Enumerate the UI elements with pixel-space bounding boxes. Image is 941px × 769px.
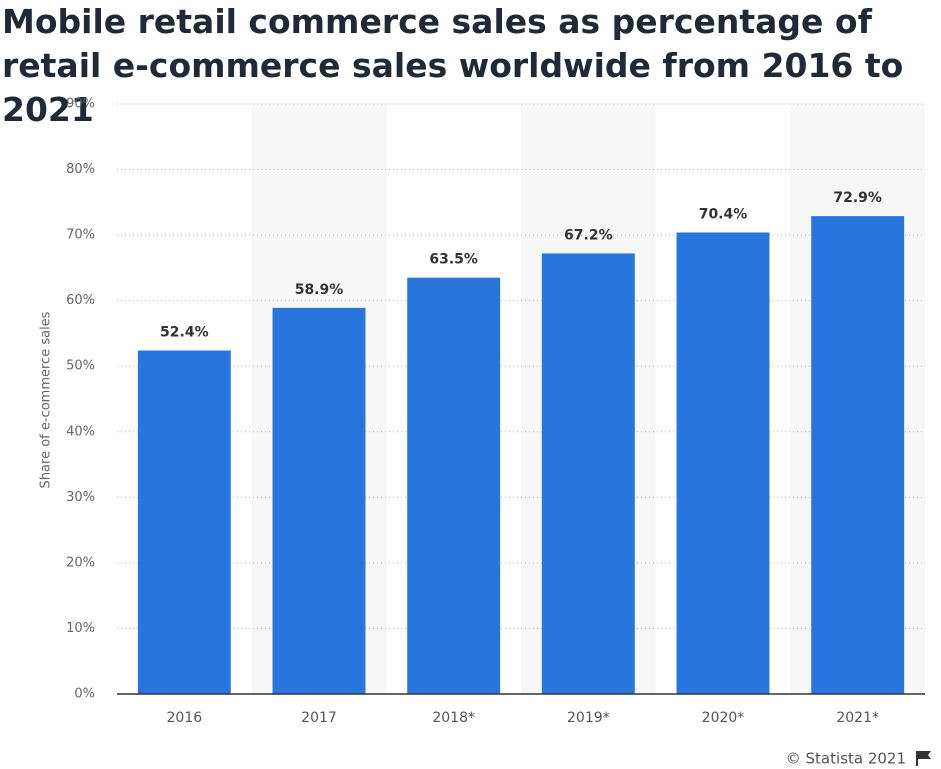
x-tick-label: 2016 bbox=[167, 710, 203, 726]
bar bbox=[137, 350, 231, 694]
y-tick-label: 50% bbox=[66, 359, 95, 374]
value-label: 70.4% bbox=[699, 206, 748, 222]
y-tick-label: 30% bbox=[66, 490, 95, 505]
value-label: 72.9% bbox=[833, 190, 882, 206]
flag-icon bbox=[916, 751, 931, 766]
y-tick-label: 0% bbox=[74, 687, 95, 702]
value-label: 58.9% bbox=[295, 282, 344, 298]
y-tick-label: 60% bbox=[66, 293, 95, 308]
value-label: 67.2% bbox=[564, 227, 613, 243]
y-tick-label: 80% bbox=[66, 162, 95, 177]
chart-title: Mobile retail commerce sales as percenta… bbox=[2, 2, 904, 129]
bar bbox=[272, 307, 366, 694]
y-tick-label: 10% bbox=[66, 621, 95, 636]
y-tick-label: 90% bbox=[66, 97, 95, 112]
bar bbox=[676, 232, 770, 694]
x-tick-label: 2017 bbox=[301, 710, 337, 726]
bar bbox=[407, 277, 501, 694]
source: © Statista 2021 bbox=[786, 750, 906, 768]
value-label: 52.4% bbox=[160, 324, 209, 340]
y-tick-label: 70% bbox=[66, 228, 95, 243]
x-tick-label: 2020* bbox=[702, 710, 745, 726]
value-label: 63.5% bbox=[429, 252, 478, 268]
y-axis-label: Share of e-commerce sales bbox=[39, 311, 54, 488]
x-tick-label: 2018* bbox=[432, 710, 475, 726]
bar bbox=[811, 216, 905, 694]
x-tick-label: 2021* bbox=[836, 710, 879, 726]
y-tick-label: 40% bbox=[66, 424, 95, 439]
x-tick-label: 2019* bbox=[567, 710, 610, 726]
y-tick-label: 20% bbox=[66, 555, 95, 570]
bar bbox=[541, 253, 635, 694]
